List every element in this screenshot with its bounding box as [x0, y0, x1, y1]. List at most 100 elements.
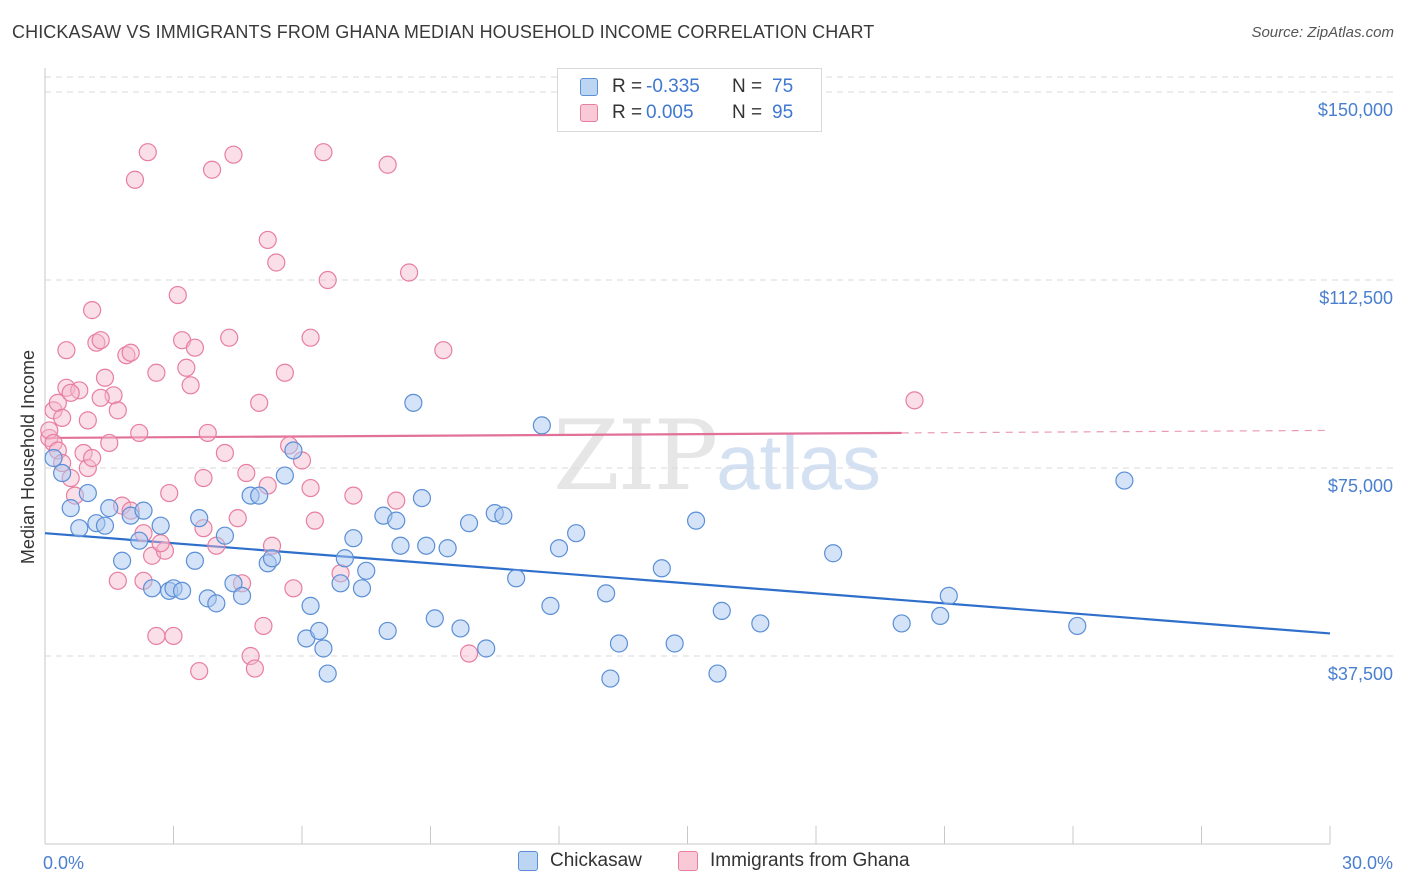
data-point-chickasaw	[507, 569, 526, 588]
data-point-ghana	[250, 393, 269, 412]
data-point-ghana	[130, 423, 149, 443]
data-point-chickasaw	[665, 634, 684, 653]
data-point-ghana	[301, 478, 320, 498]
data-point-ghana	[399, 263, 419, 282]
data-point-chickasaw	[939, 586, 958, 605]
data-point-ghana	[108, 571, 127, 590]
legend-swatch-ghana	[580, 104, 598, 122]
data-point-chickasaw	[425, 609, 444, 628]
data-point-chickasaw	[190, 509, 209, 528]
data-point-ghana	[151, 534, 170, 553]
data-point-chickasaw	[601, 669, 620, 688]
data-point-ghana	[100, 433, 119, 453]
data-point-chickasaw	[318, 664, 337, 683]
data-point-ghana	[228, 509, 247, 528]
data-point-ghana	[74, 443, 93, 463]
trend-lines	[44, 429, 1331, 635]
trend-line-ghana-extension	[901, 429, 1331, 434]
x-tick-label: 30.0%	[1342, 853, 1393, 873]
legend-r-value: -0.335	[646, 76, 700, 97]
data-point-ghana	[185, 338, 205, 357]
data-point-chickasaw	[1068, 616, 1087, 636]
data-point-ghana	[344, 486, 363, 505]
series-legend: Chickasaw Immigrants from Ghana	[0, 850, 1406, 878]
data-point-chickasaw	[477, 639, 496, 658]
legend-swatch-chickasaw	[580, 78, 598, 96]
data-point-chickasaw	[331, 574, 350, 593]
legend-swatch-chickasaw	[518, 851, 538, 871]
legend-swatch-ghana	[678, 851, 698, 871]
data-point-ghana	[138, 143, 157, 162]
data-point-chickasaw	[95, 516, 115, 535]
data-point-chickasaw	[130, 531, 149, 550]
data-point-ghana	[237, 463, 256, 483]
data-point-ghana	[57, 341, 76, 360]
data-point-ghana	[224, 145, 243, 164]
data-point-ghana	[121, 343, 140, 362]
data-point-chickasaw	[310, 621, 329, 641]
data-point-chickasaw	[61, 499, 80, 518]
data-point-chickasaw	[567, 524, 586, 543]
y-tick-label: $37,500	[1328, 664, 1393, 684]
legend-r-value: 0.005	[646, 102, 694, 123]
data-point-chickasaw	[151, 516, 170, 535]
legend-item-chickasaw: Chickasaw	[518, 850, 642, 872]
data-point-chickasaw	[207, 594, 226, 613]
y-tick-label: $150,000	[1318, 100, 1393, 120]
axes	[44, 68, 1331, 845]
data-point-ghana	[91, 388, 110, 407]
data-point-chickasaw	[344, 529, 363, 548]
watermark-zip: ZIP	[553, 400, 718, 512]
legend-n-value: 95	[772, 102, 794, 123]
data-point-chickasaw	[335, 549, 354, 568]
points-immigrants-from-ghana	[40, 143, 924, 681]
grid	[45, 76, 1395, 657]
trend-line-ghana	[44, 431, 902, 440]
data-point-ghana	[78, 411, 97, 430]
data-point-ghana	[91, 331, 110, 350]
data-point-chickasaw	[892, 614, 911, 633]
data-point-ghana	[61, 383, 80, 402]
data-point-ghana	[258, 230, 277, 250]
data-point-chickasaw	[142, 579, 162, 598]
data-point-chickasaw	[357, 561, 376, 580]
data-point-ghana	[83, 301, 102, 320]
data-point-ghana	[147, 626, 166, 646]
data-point-chickasaw	[451, 619, 470, 638]
data-point-chickasaw	[412, 488, 432, 508]
data-point-chickasaw	[387, 511, 406, 530]
data-point-chickasaw	[494, 506, 513, 525]
data-point-ghana	[177, 358, 196, 377]
data-point-ghana	[387, 491, 406, 510]
data-point-chickasaw	[185, 551, 205, 570]
legend-r-label: R =	[612, 102, 643, 123]
legend-n-label: N =	[732, 102, 763, 123]
data-point-chickasaw	[712, 601, 731, 620]
legend-item-ghana: Immigrants from Ghana	[678, 850, 910, 872]
legend-label-ghana: Immigrants from Ghana	[710, 850, 910, 871]
data-point-ghana	[202, 160, 222, 179]
data-point-chickasaw	[751, 614, 770, 633]
data-point-chickasaw	[44, 448, 63, 468]
data-point-chickasaw	[708, 664, 727, 683]
data-point-chickasaw	[609, 634, 629, 653]
data-point-chickasaw	[459, 514, 479, 533]
data-point-chickasaw	[275, 466, 294, 485]
data-point-chickasaw	[417, 536, 436, 555]
data-point-ghana	[190, 661, 209, 681]
data-point-chickasaw	[284, 441, 303, 460]
axis-labels: $37,500 $75,000 $112,500 $150,000 0.0% 30.0% M…	[18, 100, 1393, 873]
data-point-ghana	[53, 408, 72, 427]
data-point-ghana	[459, 644, 479, 663]
data-point-chickasaw	[70, 519, 89, 538]
data-point-ghana	[198, 423, 217, 443]
data-point-chickasaw	[404, 393, 423, 412]
data-point-ghana	[275, 363, 294, 382]
data-point-ghana	[194, 468, 213, 488]
y-tick-label: $112,500	[1319, 288, 1393, 308]
data-point-chickasaw	[686, 511, 706, 530]
y-tick-label: $75,000	[1328, 476, 1393, 496]
data-point-chickasaw	[250, 486, 269, 505]
data-point-ghana	[314, 143, 333, 162]
